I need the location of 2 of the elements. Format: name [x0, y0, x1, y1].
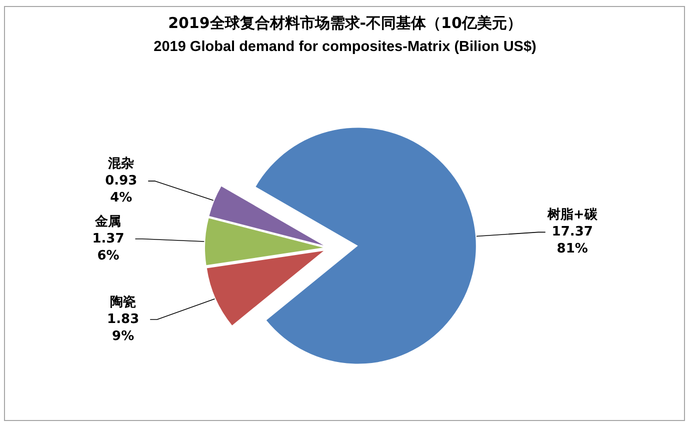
chart-subtitle: 2019 Global demand for composites-Matrix (Bilion US$) [154, 38, 537, 55]
chart-title: 2019全球复合材料市场需求-不同基体（10亿美元） [168, 14, 522, 32]
